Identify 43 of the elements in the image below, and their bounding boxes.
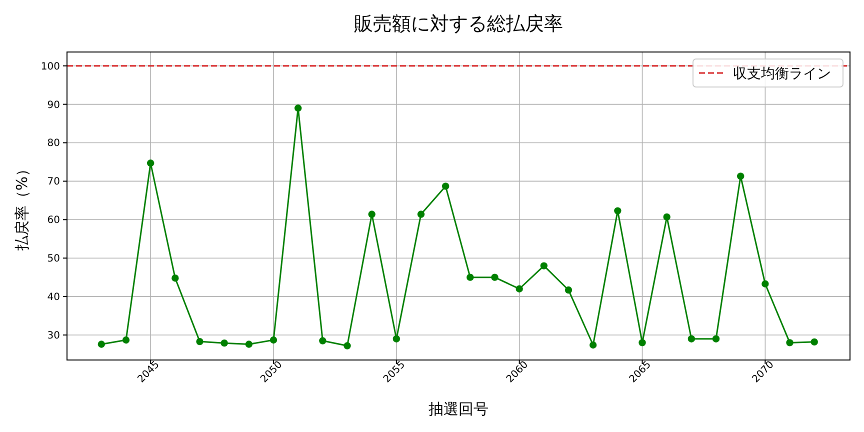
point <box>589 341 597 349</box>
point <box>319 337 326 344</box>
point <box>196 338 204 346</box>
y-tick-label: 30 <box>47 330 60 342</box>
point <box>663 213 670 221</box>
legend: 収支均衡ライン <box>692 58 844 88</box>
point <box>810 338 818 346</box>
ref-line-label: 収支均衡ライン <box>733 66 831 82</box>
point <box>491 274 498 281</box>
point <box>98 340 106 348</box>
chart-title: 販売額に対する総払戻率 <box>354 13 563 35</box>
point <box>417 210 425 218</box>
point <box>466 274 474 281</box>
point <box>614 207 622 214</box>
point <box>737 172 744 180</box>
y-tick-label: 60 <box>47 215 60 226</box>
point <box>368 210 376 218</box>
point <box>172 274 179 282</box>
point <box>516 285 523 292</box>
point <box>762 280 769 288</box>
y-tick-label: 50 <box>47 254 60 265</box>
point <box>688 335 696 342</box>
point <box>442 182 450 190</box>
point <box>220 339 228 347</box>
y-axis-title: 払戻率（%） <box>13 161 31 252</box>
point <box>786 339 794 346</box>
point <box>392 335 400 342</box>
point <box>245 340 253 348</box>
point <box>270 336 278 344</box>
point <box>540 262 548 270</box>
point <box>712 335 720 342</box>
y-tick-label: 90 <box>47 100 60 111</box>
point <box>146 160 154 167</box>
point <box>564 286 572 294</box>
y-tick-label: 70 <box>47 176 60 188</box>
point <box>638 339 646 346</box>
point <box>122 336 130 344</box>
y-tick-label: 80 <box>47 138 60 150</box>
point <box>294 104 302 112</box>
point <box>344 342 351 350</box>
y-tick-label: 100 <box>40 61 60 72</box>
y-tick-label: 40 <box>47 292 60 304</box>
x-axis-title: 抽選回号 <box>428 400 488 418</box>
